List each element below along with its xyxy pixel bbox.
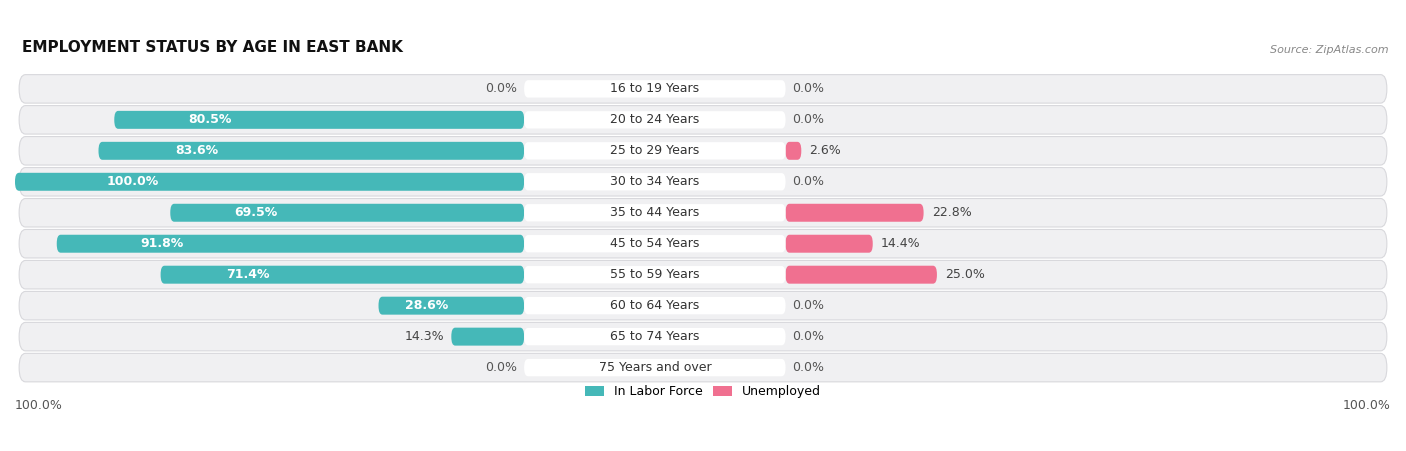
Text: 0.0%: 0.0% [485, 83, 517, 95]
FancyBboxPatch shape [451, 327, 524, 345]
Text: 80.5%: 80.5% [188, 113, 232, 126]
Text: 35 to 44 Years: 35 to 44 Years [610, 206, 699, 219]
Text: 0.0%: 0.0% [793, 330, 824, 343]
FancyBboxPatch shape [20, 167, 1386, 196]
FancyBboxPatch shape [786, 204, 924, 222]
Text: 0.0%: 0.0% [793, 113, 824, 126]
Text: 16 to 19 Years: 16 to 19 Years [610, 83, 699, 95]
FancyBboxPatch shape [524, 297, 786, 314]
Text: EMPLOYMENT STATUS BY AGE IN EAST BANK: EMPLOYMENT STATUS BY AGE IN EAST BANK [22, 40, 402, 55]
FancyBboxPatch shape [524, 328, 786, 345]
Text: Source: ZipAtlas.com: Source: ZipAtlas.com [1270, 45, 1388, 55]
Text: 83.6%: 83.6% [176, 144, 218, 157]
FancyBboxPatch shape [20, 322, 1386, 351]
FancyBboxPatch shape [524, 359, 786, 376]
Text: 100.0%: 100.0% [107, 175, 159, 188]
FancyBboxPatch shape [114, 111, 524, 129]
FancyBboxPatch shape [20, 137, 1386, 165]
Text: 100.0%: 100.0% [15, 399, 63, 412]
FancyBboxPatch shape [524, 204, 786, 221]
Text: 100.0%: 100.0% [1343, 399, 1391, 412]
FancyBboxPatch shape [20, 106, 1386, 134]
FancyBboxPatch shape [20, 291, 1386, 320]
Text: 91.8%: 91.8% [141, 237, 184, 250]
FancyBboxPatch shape [786, 142, 801, 160]
Text: 25.0%: 25.0% [945, 268, 986, 281]
Text: 65 to 74 Years: 65 to 74 Years [610, 330, 700, 343]
FancyBboxPatch shape [56, 235, 524, 253]
Text: 28.6%: 28.6% [405, 299, 449, 312]
Text: 25 to 29 Years: 25 to 29 Years [610, 144, 699, 157]
FancyBboxPatch shape [524, 111, 786, 129]
FancyBboxPatch shape [378, 297, 524, 315]
FancyBboxPatch shape [20, 260, 1386, 289]
FancyBboxPatch shape [524, 142, 786, 160]
Text: 20 to 24 Years: 20 to 24 Years [610, 113, 699, 126]
FancyBboxPatch shape [20, 74, 1386, 103]
Text: 30 to 34 Years: 30 to 34 Years [610, 175, 699, 188]
FancyBboxPatch shape [160, 266, 524, 284]
FancyBboxPatch shape [20, 198, 1386, 227]
Text: 14.3%: 14.3% [405, 330, 444, 343]
FancyBboxPatch shape [524, 266, 786, 283]
Text: 0.0%: 0.0% [793, 83, 824, 95]
Text: 0.0%: 0.0% [793, 361, 824, 374]
FancyBboxPatch shape [170, 204, 524, 222]
FancyBboxPatch shape [20, 353, 1386, 382]
Text: 22.8%: 22.8% [932, 206, 972, 219]
Text: 0.0%: 0.0% [485, 361, 517, 374]
Text: 45 to 54 Years: 45 to 54 Years [610, 237, 700, 250]
FancyBboxPatch shape [786, 235, 873, 253]
FancyBboxPatch shape [524, 173, 786, 190]
FancyBboxPatch shape [98, 142, 524, 160]
FancyBboxPatch shape [15, 173, 524, 191]
Text: 14.4%: 14.4% [882, 237, 921, 250]
FancyBboxPatch shape [786, 266, 936, 284]
Text: 69.5%: 69.5% [233, 206, 277, 219]
FancyBboxPatch shape [524, 80, 786, 97]
FancyBboxPatch shape [524, 235, 786, 253]
FancyBboxPatch shape [20, 230, 1386, 258]
Legend: In Labor Force, Unemployed: In Labor Force, Unemployed [581, 380, 825, 403]
Text: 0.0%: 0.0% [793, 299, 824, 312]
Text: 60 to 64 Years: 60 to 64 Years [610, 299, 699, 312]
Text: 75 Years and over: 75 Years and over [599, 361, 711, 374]
Text: 2.6%: 2.6% [810, 144, 841, 157]
Text: 71.4%: 71.4% [226, 268, 270, 281]
Text: 55 to 59 Years: 55 to 59 Years [610, 268, 700, 281]
Text: 0.0%: 0.0% [793, 175, 824, 188]
